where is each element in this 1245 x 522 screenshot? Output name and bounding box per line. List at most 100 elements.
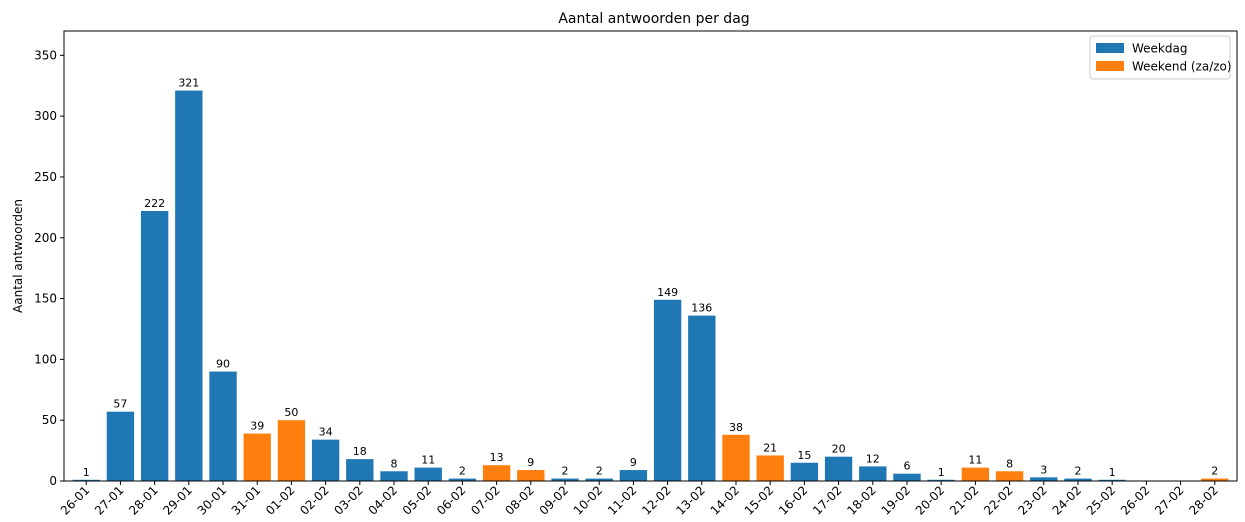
data-label: 9 xyxy=(527,456,534,469)
y-tick-label: 50 xyxy=(42,413,57,427)
x-tick-label: 09-02 xyxy=(537,483,572,518)
data-label: 1 xyxy=(83,466,90,479)
data-label: 15 xyxy=(797,449,811,462)
bar-02-02 xyxy=(311,439,340,481)
data-label: 20 xyxy=(832,443,846,456)
x-tick-label: 30-01 xyxy=(195,483,230,518)
x-tick-label: 04-02 xyxy=(366,483,401,518)
bar-28-01 xyxy=(140,211,169,481)
data-label: 136 xyxy=(691,302,712,315)
bar-30-01 xyxy=(209,371,237,481)
data-label: 12 xyxy=(866,452,880,465)
x-tick-label: 15-02 xyxy=(742,483,777,518)
x-tick-label: 26-02 xyxy=(1118,483,1153,518)
data-label: 6 xyxy=(903,460,910,473)
x-tick-label: 20-02 xyxy=(913,483,948,518)
x-tick-label: 24-02 xyxy=(1050,483,1085,518)
x-tick-label: 28-02 xyxy=(1186,483,1221,518)
bar-29-01 xyxy=(175,90,203,481)
data-label: 38 xyxy=(729,421,743,434)
x-tick-label: 13-02 xyxy=(673,483,708,518)
x-tick-label: 06-02 xyxy=(434,483,469,518)
x-tick-label: 05-02 xyxy=(400,483,435,518)
bar-14-02 xyxy=(722,434,750,481)
x-tick-label: 02-02 xyxy=(297,483,332,518)
y-tick-label: 250 xyxy=(34,170,57,184)
data-label: 90 xyxy=(216,358,230,371)
y-axis: 0 50 100 150 200 250 300 350 xyxy=(34,48,64,488)
x-tick-label: 03-02 xyxy=(331,483,366,518)
x-tick-label: 11-02 xyxy=(605,483,640,518)
data-label: 11 xyxy=(421,454,435,467)
bar-04-02 xyxy=(380,471,408,481)
x-tick-label: 12-02 xyxy=(639,483,674,518)
bar-11-02 xyxy=(619,470,648,481)
data-label: 2 xyxy=(1074,465,1081,478)
data-label: 1 xyxy=(1109,466,1116,479)
bar-23-02 xyxy=(1030,477,1058,481)
data-label: 2 xyxy=(596,465,603,478)
bar-09-02 xyxy=(551,478,579,481)
bar-18-02 xyxy=(859,466,887,481)
legend-label: Weekdag xyxy=(1132,42,1187,56)
x-tick-label: 18-02 xyxy=(844,483,879,518)
bar-07-02 xyxy=(482,465,511,481)
data-label: 57 xyxy=(113,398,127,411)
data-label: 9 xyxy=(630,456,637,469)
data-label: 2 xyxy=(1211,465,1218,478)
data-label: 21 xyxy=(763,441,777,454)
data-label: 50 xyxy=(284,406,298,419)
bar-26-01 xyxy=(72,479,100,481)
legend-swatch xyxy=(1096,61,1124,71)
data-label: 1 xyxy=(938,466,945,479)
data-label: 149 xyxy=(657,286,678,299)
x-tick-label: 27-02 xyxy=(1152,483,1187,518)
bar-10-02 xyxy=(585,478,613,481)
data-label: 34 xyxy=(319,426,333,439)
data-label: 11 xyxy=(968,454,982,467)
data-label: 222 xyxy=(144,197,165,210)
bar-20-02 xyxy=(927,479,955,481)
bar-05-02 xyxy=(414,467,442,481)
data-label: 39 xyxy=(250,420,264,433)
y-tick-label: 200 xyxy=(34,231,57,245)
bar-15-02 xyxy=(756,455,784,481)
data-label: 3 xyxy=(1040,463,1047,476)
x-tick-label: 27-01 xyxy=(92,483,127,518)
data-label: 8 xyxy=(391,457,398,470)
data-label: 18 xyxy=(353,445,367,458)
x-tick-label: 28-01 xyxy=(126,483,161,518)
bar-16-02 xyxy=(790,462,819,481)
bar-06-02 xyxy=(448,478,477,481)
data-label: 13 xyxy=(490,451,504,464)
x-tick-label: 08-02 xyxy=(502,483,537,518)
y-tick-label: 100 xyxy=(34,352,57,366)
chart-title: Aantal antwoorden per dag xyxy=(558,11,749,27)
bar-27-01 xyxy=(106,411,135,481)
legend-swatch xyxy=(1096,43,1124,53)
legend-box xyxy=(1089,35,1231,80)
plot-frame xyxy=(63,30,1238,482)
bar-31-01 xyxy=(243,433,271,481)
bar-08-02 xyxy=(517,470,545,481)
x-tick-label: 23-02 xyxy=(1015,483,1050,518)
y-axis-label: Aantal antwoorden xyxy=(11,199,25,313)
bar-24-02 xyxy=(1064,478,1092,481)
bar-19-02 xyxy=(893,473,921,481)
x-tick-label: 19-02 xyxy=(879,483,914,518)
x-tick-label: 29-01 xyxy=(160,483,195,518)
x-tick-label: 01-02 xyxy=(263,483,298,518)
bars-group xyxy=(72,90,1229,481)
x-tick-label: 22-02 xyxy=(981,483,1016,518)
bar-28-02 xyxy=(1201,478,1229,481)
x-tick-label: 07-02 xyxy=(468,483,503,518)
data-label: 2 xyxy=(562,465,569,478)
bar-25-02 xyxy=(1098,479,1126,481)
y-tick-label: 0 xyxy=(49,474,57,488)
x-tick-label: 14-02 xyxy=(708,483,743,518)
bar-03-02 xyxy=(346,459,374,481)
x-tick-label: 17-02 xyxy=(810,483,845,518)
y-tick-label: 350 xyxy=(34,48,57,62)
